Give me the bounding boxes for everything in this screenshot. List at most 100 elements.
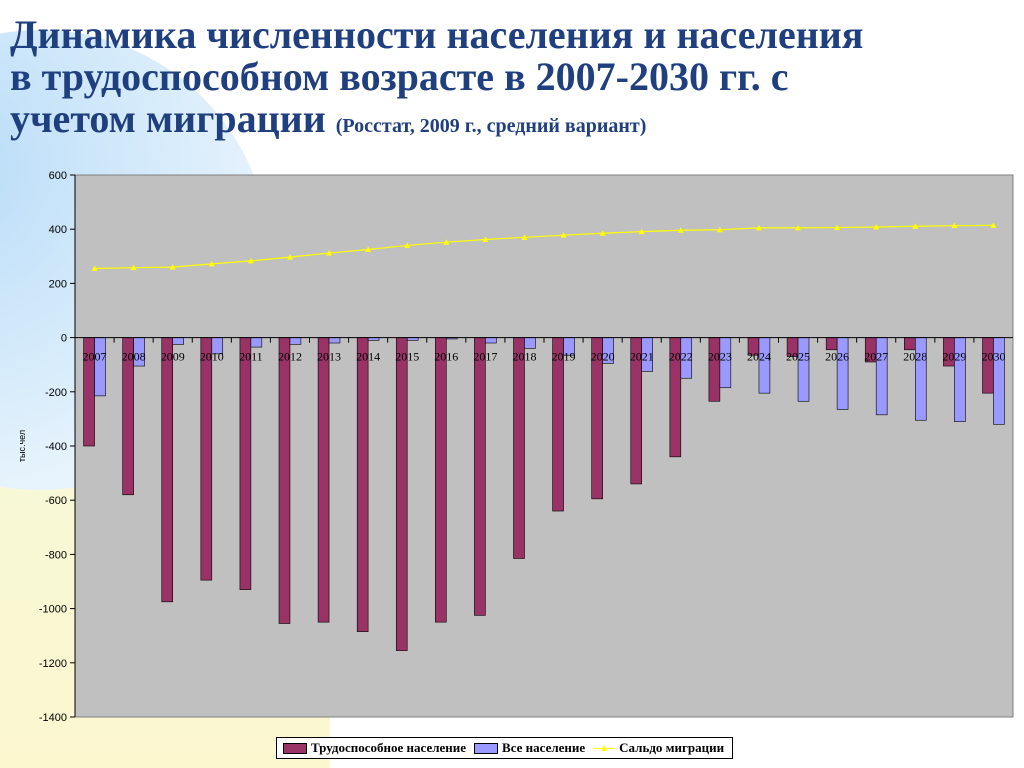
- x-tick-label: 2020: [591, 350, 615, 364]
- y-tick-label: 200: [49, 278, 67, 290]
- legend-swatch-migration: [593, 744, 616, 753]
- x-tick-label: 2029: [942, 350, 966, 364]
- bar-total-population: [836, 337, 849, 410]
- bar-working-age: [200, 337, 213, 581]
- y-tick-label: 0: [61, 333, 67, 345]
- migration-point: [482, 236, 489, 242]
- bar-total-population: [524, 337, 536, 349]
- migration-point: [404, 242, 411, 248]
- migration-point: [834, 224, 841, 231]
- bar-total-population: [485, 337, 497, 344]
- title-line-3-text: учетом миграции: [10, 96, 326, 141]
- y-tick-label: -1000: [39, 604, 67, 616]
- x-tick-label: 2022: [669, 350, 693, 364]
- migration-line: [94, 224, 994, 270]
- bar-working-age: [395, 337, 408, 651]
- x-tick-label: 2011: [239, 350, 263, 364]
- x-tick-label: 2013: [317, 350, 341, 364]
- migration-point: [365, 246, 372, 253]
- bar-working-age: [825, 337, 838, 351]
- x-tick-label: 2009: [161, 350, 185, 364]
- bar-total-population: [758, 337, 771, 394]
- migration-point: [912, 223, 919, 229]
- y-tick-label: 600: [49, 170, 67, 182]
- migration-point: [599, 230, 606, 236]
- x-tick-label: 2019: [552, 350, 576, 364]
- bar-total-population: [328, 337, 341, 344]
- migration-point: [130, 264, 137, 271]
- bar-total-population: [289, 337, 302, 345]
- slide-title: Динамика численности населения и населен…: [10, 14, 1010, 147]
- bar-working-age: [435, 337, 447, 623]
- migration-point: [716, 226, 723, 233]
- bar-working-age: [552, 337, 564, 512]
- bar-working-age: [317, 337, 330, 623]
- migration-point: [677, 227, 684, 233]
- x-tick-label: 2012: [278, 350, 302, 364]
- migration-point: [286, 254, 293, 260]
- migration-point: [755, 224, 762, 231]
- plot-area: [74, 174, 1014, 718]
- migration-point: [795, 224, 802, 231]
- y-tick-label: -200: [45, 387, 67, 399]
- legend-item-migration: Сальдо миграции: [593, 740, 724, 756]
- bar-working-age: [513, 337, 525, 559]
- migration-point: [638, 228, 645, 235]
- y-tick-label: 400: [49, 224, 67, 236]
- bar-working-age: [161, 337, 174, 603]
- bar-working-age: [278, 337, 291, 624]
- bar-total-population: [797, 337, 810, 402]
- chart-legend: Трудоспособное население Все население С…: [276, 737, 734, 759]
- y-tick-label: -400: [45, 441, 67, 453]
- bar-working-age: [708, 337, 721, 402]
- migration-point: [247, 257, 254, 264]
- slide-subtitle: (Росстат, 2009 г., средний вариант): [335, 115, 647, 137]
- x-tick-label: 2010: [200, 350, 224, 364]
- x-tick-label: 2026: [825, 350, 849, 364]
- bar-working-age: [904, 337, 916, 351]
- migration-point: [443, 239, 450, 245]
- x-tick-label: 2007: [83, 350, 107, 364]
- bar-total-population: [250, 337, 263, 348]
- legend-label-migration: Сальдо миграции: [619, 740, 725, 755]
- y-tick-label: -1200: [39, 658, 67, 670]
- migration-point: [951, 222, 958, 229]
- x-tick-label: 2008: [122, 350, 146, 364]
- x-tick-label: 2015: [395, 350, 419, 364]
- migration-point: [990, 222, 997, 228]
- migration-point: [326, 250, 333, 256]
- legend-item-working-age: Трудоспособное население: [283, 740, 466, 756]
- bar-total-population: [94, 337, 106, 397]
- x-tick-label: 2023: [708, 350, 732, 364]
- title-line-1: Динамика численности населения и населен…: [10, 12, 864, 57]
- bar-working-age: [356, 337, 369, 632]
- y-tick-label: -800: [45, 549, 67, 561]
- title-line-2: в трудоспособном возрасте в 2007-2030 гг…: [10, 54, 789, 99]
- x-tick-label: 2027: [864, 350, 888, 364]
- bar-working-age: [982, 337, 994, 394]
- bar-working-age: [239, 337, 252, 590]
- legend-label-working-age: Трудоспособное население: [311, 740, 467, 755]
- x-tick-label: 2021: [630, 350, 654, 364]
- migration-point: [91, 265, 98, 271]
- x-tick-label: 2025: [786, 350, 810, 364]
- legend-swatch-total-population: [474, 742, 499, 754]
- y-tick-label: -600: [45, 495, 67, 507]
- x-tick-label: 2024: [747, 350, 771, 364]
- legend-label-total-population: Все население: [502, 740, 586, 755]
- bar-working-age: [474, 337, 486, 616]
- y-axis-title: тыс.чел: [17, 430, 27, 462]
- x-tick-label: 2018: [512, 350, 536, 364]
- migration-point: [560, 232, 567, 238]
- x-tick-label: 2014: [356, 350, 380, 364]
- title-line-3: учетом миграции (Росстат, 2009 г., средн…: [10, 98, 1010, 147]
- migration-point: [208, 260, 215, 267]
- legend-swatch-working-age: [283, 742, 307, 754]
- migration-point: [169, 264, 176, 270]
- migration-point: [873, 224, 880, 230]
- legend-item-total-population: Все население: [474, 740, 585, 756]
- migration-point: [521, 234, 528, 240]
- x-tick-label: 2017: [473, 350, 497, 364]
- bar-total-population: [172, 337, 184, 345]
